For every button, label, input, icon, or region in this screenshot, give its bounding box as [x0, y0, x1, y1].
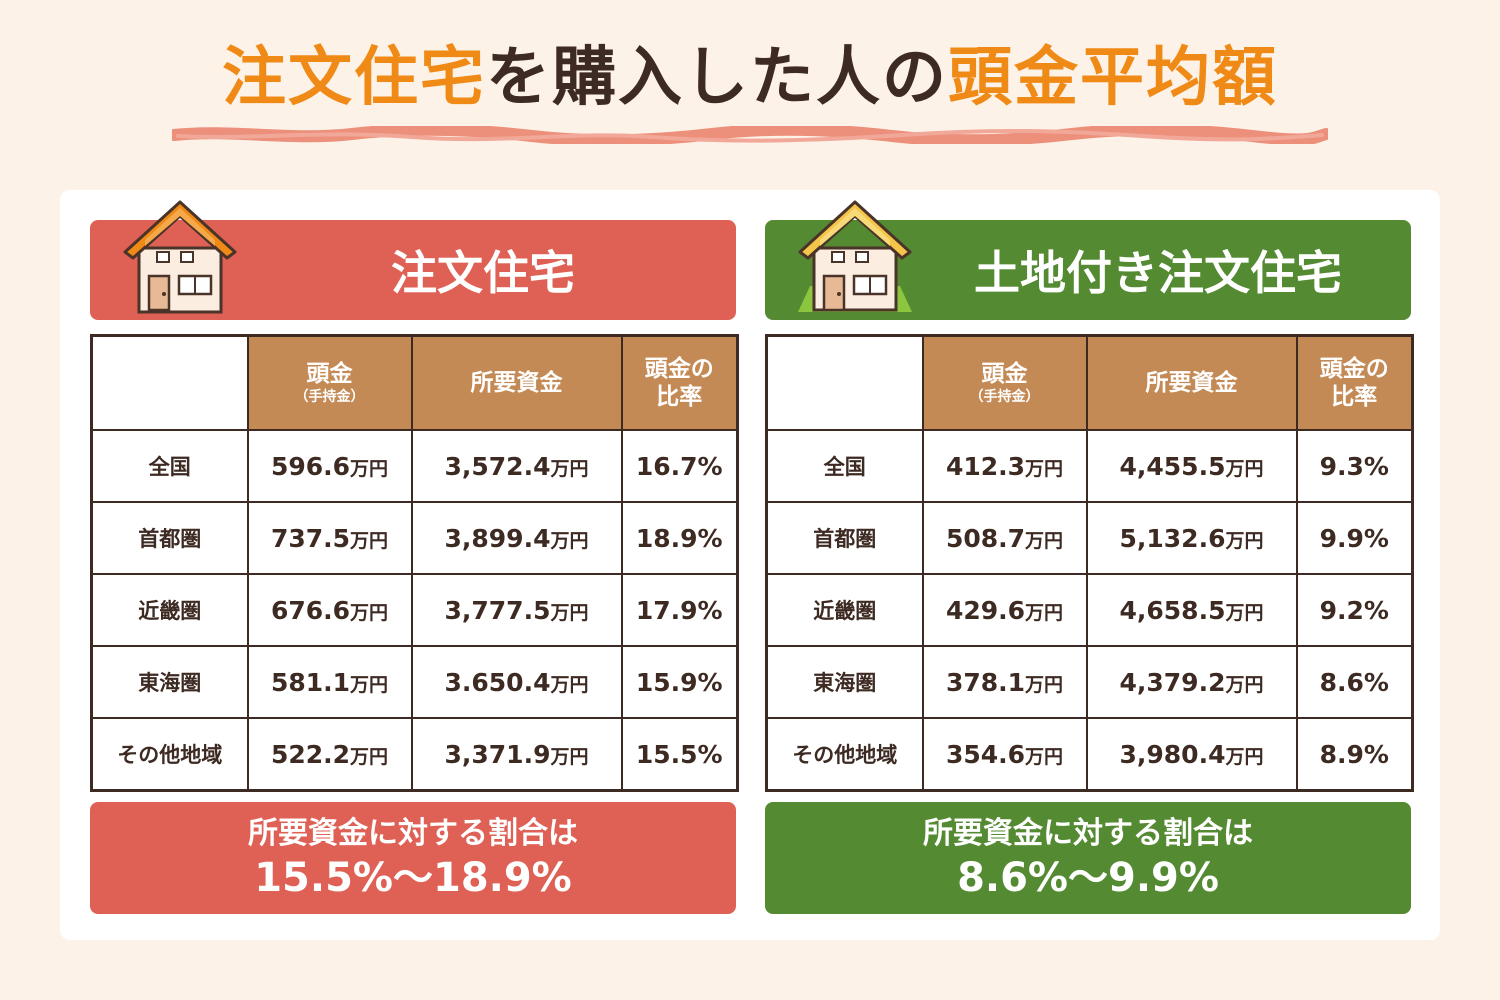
title-middle: を購入した人の — [486, 41, 948, 115]
title-highlight-1: 注文住宅 — [222, 41, 486, 115]
house-with-land-icon — [798, 200, 912, 312]
required-funds-value: 3,777.5万円 — [410, 573, 623, 647]
down-payment-value: 508.7万円 — [921, 501, 1088, 575]
table-row: 東海圏 581.1万円 3.650.4万円 15.9% — [90, 645, 739, 719]
table-row: 東海圏 378.1万円 4,379.2万円 8.6% — [765, 645, 1414, 719]
down-payment-value: 596.6万円 — [246, 429, 413, 503]
table-row: 近畿圏 429.6万円 4,658.5万円 9.2% — [765, 573, 1414, 647]
table-header-row: 頭金 （手持金） 所要資金 頭金の 比率 — [90, 334, 739, 431]
header-required-funds: 所要資金 — [410, 334, 623, 431]
ratio-value: 9.2% — [1295, 573, 1414, 647]
ratio-value: 8.9% — [1295, 717, 1414, 792]
header-blank — [90, 334, 249, 431]
region-label: その他地域 — [765, 717, 924, 792]
header-required-funds: 所要資金 — [1085, 334, 1298, 431]
banner-title: 土地付き注文住宅 — [974, 246, 1342, 300]
down-payment-value: 354.6万円 — [921, 717, 1088, 792]
table-row: その他地域 354.6万円 3,980.4万円 8.9% — [765, 717, 1414, 792]
ratio-value: 15.9% — [620, 645, 739, 719]
down-payment-value: 429.6万円 — [921, 573, 1088, 647]
ratio-value: 8.6% — [1295, 645, 1414, 719]
region-label: 首都圏 — [765, 501, 924, 575]
required-funds-value: 4,455.5万円 — [1085, 429, 1298, 503]
down-payment-value: 522.2万円 — [246, 717, 413, 792]
table-header-row: 頭金 （手持金） 所要資金 頭金の 比率 — [765, 334, 1414, 431]
summary-label: 所要資金に対する割合は — [923, 816, 1253, 851]
table-row: その他地域 522.2万円 3,371.9万円 15.5% — [90, 717, 739, 792]
required-funds-value: 5,132.6万円 — [1085, 501, 1298, 575]
table-row: 全国 412.3万円 4,455.5万円 9.3% — [765, 429, 1414, 503]
table-row: 首都圏 737.5万円 3,899.4万円 18.9% — [90, 501, 739, 575]
table-row: 全国 596.6万円 3,572.4万円 16.7% — [90, 429, 739, 503]
ratio-value: 9.3% — [1295, 429, 1414, 503]
required-funds-value: 3,371.9万円 — [410, 717, 623, 792]
ratio-value: 17.9% — [620, 573, 739, 647]
down-payment-value: 412.3万円 — [921, 429, 1088, 503]
summary-box: 所要資金に対する割合は 15.5%〜18.9% — [90, 802, 736, 914]
title-underline-stroke — [172, 126, 1328, 144]
page-title: 注文住宅を購入した人の頭金平均額 — [0, 38, 1500, 118]
ratio-value: 15.5% — [620, 717, 739, 792]
required-funds-value: 3,899.4万円 — [410, 501, 623, 575]
down-payment-value: 378.1万円 — [921, 645, 1088, 719]
banner-custom-house: 注文住宅 — [90, 200, 736, 320]
required-funds-value: 3,980.4万円 — [1085, 717, 1298, 792]
content-card: 注文住宅 頭金 （手持金） 所要資金 頭金の 比率 全国 596.6万円 3,572… — [60, 190, 1440, 940]
table-row: 首都圏 508.7万円 5,132.6万円 9.9% — [765, 501, 1414, 575]
ratio-value: 9.9% — [1295, 501, 1414, 575]
header-down-payment: 頭金 （手持金） — [246, 334, 413, 431]
required-funds-value: 4,658.5万円 — [1085, 573, 1298, 647]
house-icon — [123, 200, 237, 314]
header-blank — [765, 334, 924, 431]
title-highlight-2: 頭金平均額 — [948, 41, 1278, 115]
region-label: 首都圏 — [90, 501, 249, 575]
summary-box: 所要資金に対する割合は 8.6%〜9.9% — [765, 802, 1411, 914]
region-label: 東海圏 — [765, 645, 924, 719]
region-label: 全国 — [90, 429, 249, 503]
header-ratio: 頭金の 比率 — [620, 334, 739, 431]
banner-land-custom-house: 土地付き注文住宅 — [765, 200, 1411, 320]
banner-title: 注文住宅 — [391, 246, 575, 300]
region-label: その他地域 — [90, 717, 249, 792]
header-down-payment: 頭金 （手持金） — [921, 334, 1088, 431]
region-label: 全国 — [765, 429, 924, 503]
summary-label: 所要資金に対する割合は — [248, 816, 578, 851]
required-funds-value: 3,572.4万円 — [410, 429, 623, 503]
ratio-value: 18.9% — [620, 501, 739, 575]
panel-custom-house: 注文住宅 頭金 （手持金） 所要資金 頭金の 比率 全国 596.6万円 3,572… — [90, 190, 739, 940]
down-payment-table: 頭金 （手持金） 所要資金 頭金の 比率 全国 412.3万円 4,455.5万円 … — [765, 334, 1414, 792]
header-ratio: 頭金の 比率 — [1295, 334, 1414, 431]
region-label: 東海圏 — [90, 645, 249, 719]
summary-range: 15.5%〜18.9% — [254, 855, 572, 901]
down-payment-table: 頭金 （手持金） 所要資金 頭金の 比率 全国 596.6万円 3,572.4万円 … — [90, 334, 739, 792]
required-funds-value: 3.650.4万円 — [410, 645, 623, 719]
table-row: 近畿圏 676.6万円 3,777.5万円 17.9% — [90, 573, 739, 647]
region-label: 近畿圏 — [90, 573, 249, 647]
down-payment-value: 737.5万円 — [246, 501, 413, 575]
region-label: 近畿圏 — [765, 573, 924, 647]
down-payment-value: 581.1万円 — [246, 645, 413, 719]
down-payment-value: 676.6万円 — [246, 573, 413, 647]
required-funds-value: 4,379.2万円 — [1085, 645, 1298, 719]
ratio-value: 16.7% — [620, 429, 739, 503]
panel-land-custom-house: 土地付き注文住宅 頭金 （手持金） 所要資金 頭金の 比率 全国 412.3万円 4… — [765, 190, 1414, 940]
summary-range: 8.6%〜9.9% — [957, 855, 1219, 901]
